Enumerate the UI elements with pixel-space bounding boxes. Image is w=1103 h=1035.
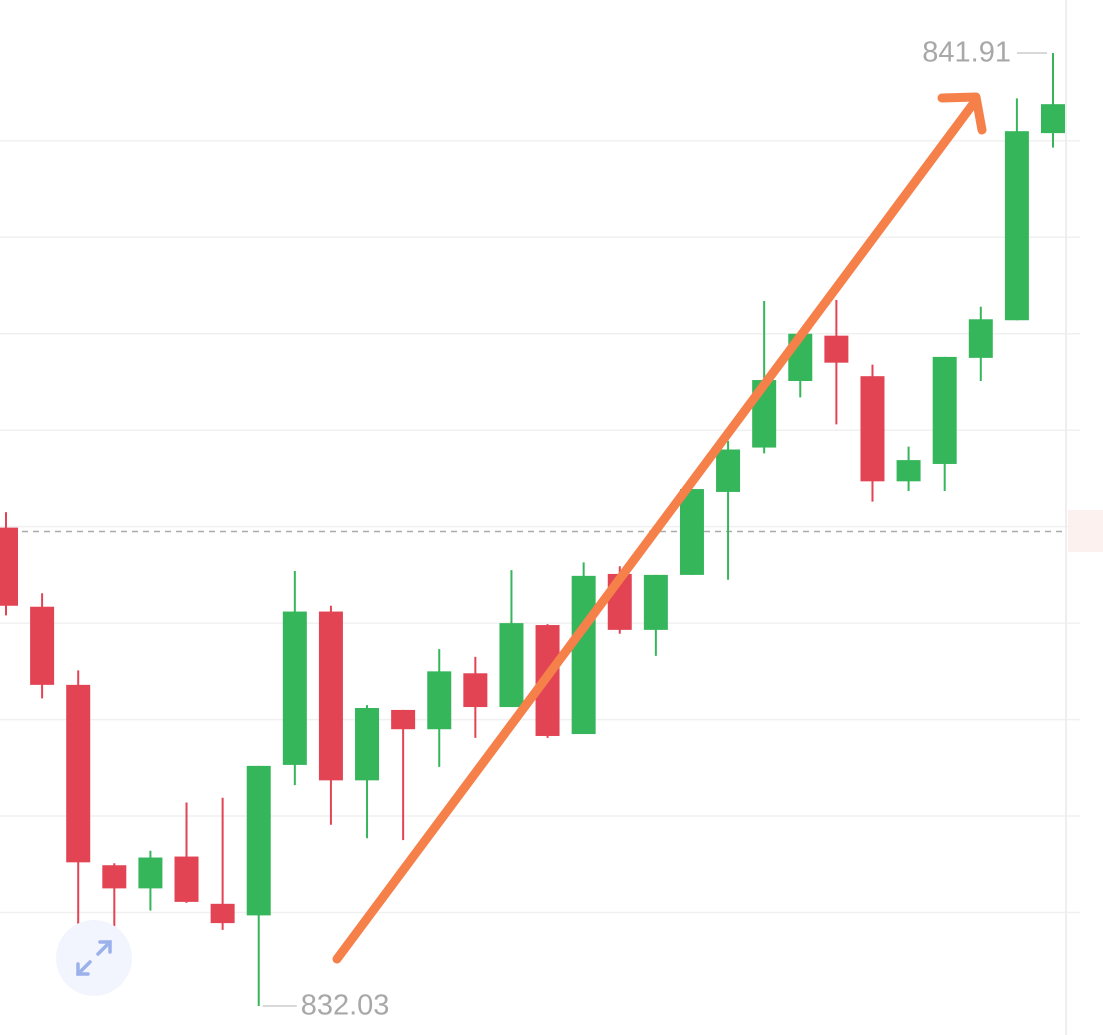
price-tag [1068,510,1103,552]
candle-body [1004,131,1029,321]
candle-body [643,574,668,630]
candle-body [968,319,993,358]
candle-body [246,765,271,916]
candle-body [860,376,885,482]
candle-body [571,575,596,735]
arrow-head [937,92,987,135]
min-label: 832.03 [301,990,390,1022]
grid [0,140,1080,914]
candles [0,53,1065,1007]
candle-body [499,623,524,708]
trend-arrow [332,92,987,964]
max-label: 841.91 [922,37,1011,69]
candle-body [427,671,452,730]
expand-icon [56,920,132,996]
arrow-shaft [332,95,981,964]
candle-body [391,709,416,730]
candle-body [896,460,921,482]
candle-body [0,527,18,606]
candle-body [932,356,957,464]
candle-body [318,611,343,781]
candle-body [824,335,849,363]
candle-body [30,606,55,685]
candle-body [282,611,307,765]
icon-bg [56,920,132,996]
candle-body [138,857,163,889]
candle-body [102,865,127,889]
labels: 841.91 832.03 [262,37,1047,1022]
candle-body [210,903,235,924]
candle-body [463,673,488,708]
candle-body [1041,104,1065,134]
candle-body [66,684,91,863]
candle-body [716,449,741,492]
candle-body [174,856,199,902]
candle-body [355,708,380,781]
candle-body [679,489,704,575]
